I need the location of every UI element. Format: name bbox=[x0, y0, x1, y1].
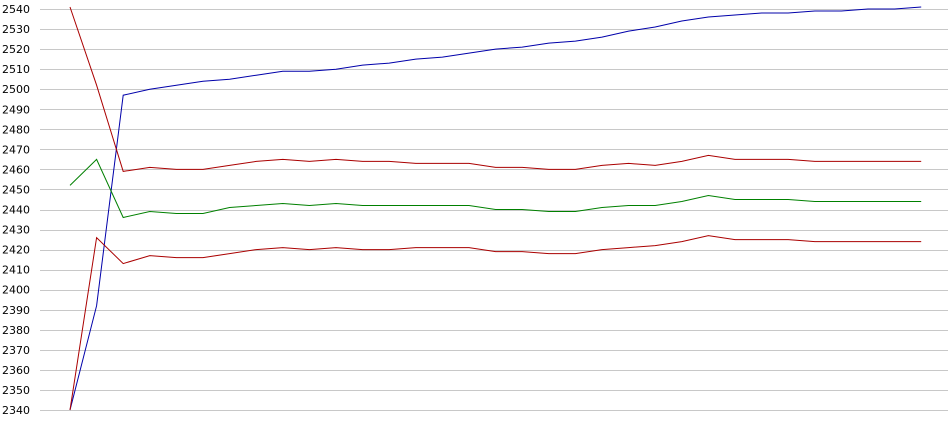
y-tick-label: 2360 bbox=[2, 364, 30, 377]
grid-layer bbox=[40, 9, 948, 411]
y-tick-label: 2400 bbox=[2, 284, 30, 297]
y-tick-label: 2380 bbox=[2, 324, 30, 337]
series-line-4 bbox=[69, 235, 922, 411]
series-layer bbox=[69, 6, 922, 411]
y-tick-label: 2440 bbox=[2, 204, 30, 217]
y-tick-label: 2460 bbox=[2, 163, 30, 176]
y-tick-label: 2350 bbox=[2, 384, 30, 397]
y-tick-label: 2450 bbox=[2, 183, 30, 196]
y-tick-label: 2490 bbox=[2, 103, 30, 116]
series-line-3 bbox=[69, 158, 922, 219]
y-tick-label: 2530 bbox=[2, 23, 30, 36]
series-line-1 bbox=[69, 6, 922, 411]
y-tick-label: 2430 bbox=[2, 224, 30, 237]
y-tick-label: 2340 bbox=[2, 404, 30, 417]
y-tick-label: 2500 bbox=[2, 83, 30, 96]
y-tick-label: 2540 bbox=[2, 3, 30, 16]
y-tick-label: 2520 bbox=[2, 43, 30, 56]
y-tick-label: 2420 bbox=[2, 244, 30, 257]
y-tick-label: 2470 bbox=[2, 143, 30, 156]
y-tick-label: 2390 bbox=[2, 304, 30, 317]
y-tick-label: 2480 bbox=[2, 123, 30, 136]
y-tick-label: 2510 bbox=[2, 63, 30, 76]
y-tick-label: 2370 bbox=[2, 344, 30, 357]
y-tick-label: 2410 bbox=[2, 264, 30, 277]
y-axis-tick-labels: 2340 2350 2360 2370 2380 2390 2400 2410 2420 2430… bbox=[2, 3, 30, 417]
series-line-2 bbox=[69, 6, 922, 172]
